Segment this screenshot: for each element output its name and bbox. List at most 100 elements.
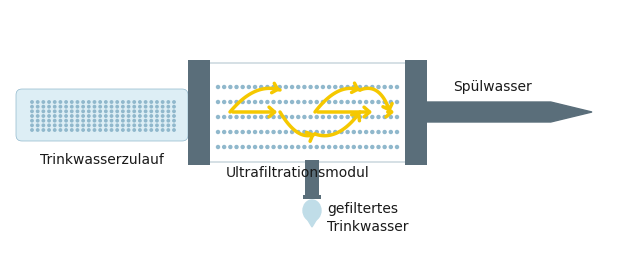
- Circle shape: [54, 101, 56, 103]
- Circle shape: [173, 115, 175, 117]
- Circle shape: [358, 131, 362, 133]
- Circle shape: [133, 115, 135, 117]
- Circle shape: [241, 85, 244, 88]
- Circle shape: [42, 124, 45, 127]
- Circle shape: [346, 116, 349, 119]
- Circle shape: [222, 146, 226, 148]
- Circle shape: [371, 116, 374, 119]
- Circle shape: [110, 129, 113, 131]
- Polygon shape: [427, 102, 592, 122]
- Circle shape: [127, 129, 130, 131]
- Circle shape: [76, 119, 79, 122]
- Circle shape: [156, 119, 158, 122]
- Circle shape: [48, 119, 50, 122]
- Circle shape: [235, 116, 238, 119]
- Circle shape: [116, 101, 118, 103]
- Circle shape: [396, 100, 399, 104]
- Circle shape: [328, 85, 331, 88]
- Circle shape: [144, 115, 147, 117]
- Circle shape: [105, 101, 107, 103]
- Circle shape: [71, 129, 73, 131]
- Circle shape: [71, 115, 73, 117]
- Circle shape: [93, 110, 96, 112]
- Circle shape: [248, 85, 250, 88]
- Circle shape: [352, 100, 355, 104]
- Circle shape: [105, 115, 107, 117]
- Circle shape: [309, 131, 312, 133]
- Circle shape: [358, 146, 362, 148]
- Circle shape: [31, 110, 33, 112]
- Circle shape: [217, 116, 219, 119]
- Circle shape: [235, 85, 238, 88]
- Circle shape: [334, 100, 337, 104]
- Circle shape: [110, 110, 113, 112]
- Circle shape: [48, 129, 50, 131]
- Circle shape: [352, 116, 355, 119]
- Circle shape: [82, 119, 84, 122]
- Circle shape: [235, 146, 238, 148]
- Circle shape: [116, 110, 118, 112]
- Circle shape: [389, 100, 392, 104]
- Circle shape: [315, 116, 318, 119]
- Circle shape: [396, 85, 399, 88]
- Circle shape: [65, 105, 67, 108]
- Circle shape: [334, 146, 337, 148]
- Circle shape: [377, 116, 380, 119]
- Circle shape: [321, 85, 324, 88]
- Circle shape: [358, 116, 362, 119]
- Circle shape: [76, 124, 79, 127]
- Circle shape: [65, 129, 67, 131]
- Circle shape: [315, 85, 318, 88]
- Circle shape: [88, 110, 90, 112]
- Circle shape: [248, 131, 250, 133]
- Circle shape: [334, 85, 337, 88]
- Circle shape: [139, 129, 141, 131]
- Circle shape: [105, 110, 107, 112]
- Circle shape: [31, 119, 33, 122]
- Circle shape: [122, 129, 124, 131]
- Circle shape: [260, 116, 263, 119]
- Circle shape: [377, 131, 380, 133]
- Circle shape: [229, 85, 232, 88]
- Circle shape: [309, 85, 312, 88]
- FancyBboxPatch shape: [208, 63, 407, 162]
- Circle shape: [54, 119, 56, 122]
- Circle shape: [110, 115, 113, 117]
- Circle shape: [161, 105, 164, 108]
- Circle shape: [37, 110, 39, 112]
- Circle shape: [76, 101, 79, 103]
- Circle shape: [328, 146, 331, 148]
- Circle shape: [365, 85, 368, 88]
- Text: Trinkwasserzulauf: Trinkwasserzulauf: [40, 153, 164, 167]
- Circle shape: [217, 146, 219, 148]
- Circle shape: [37, 124, 39, 127]
- Circle shape: [42, 105, 45, 108]
- Circle shape: [303, 85, 306, 88]
- Circle shape: [309, 100, 312, 104]
- Circle shape: [116, 129, 118, 131]
- Circle shape: [253, 131, 256, 133]
- Circle shape: [297, 116, 300, 119]
- Circle shape: [284, 146, 287, 148]
- Circle shape: [217, 100, 219, 104]
- Polygon shape: [304, 213, 320, 227]
- Circle shape: [59, 110, 62, 112]
- Circle shape: [173, 110, 175, 112]
- Circle shape: [272, 116, 275, 119]
- Circle shape: [321, 100, 324, 104]
- Circle shape: [161, 115, 164, 117]
- Circle shape: [340, 85, 343, 88]
- Circle shape: [65, 124, 67, 127]
- Circle shape: [105, 129, 107, 131]
- Circle shape: [352, 85, 355, 88]
- Circle shape: [65, 101, 67, 103]
- Circle shape: [54, 105, 56, 108]
- Circle shape: [59, 119, 62, 122]
- Circle shape: [150, 119, 152, 122]
- Circle shape: [71, 119, 73, 122]
- Circle shape: [241, 100, 244, 104]
- Circle shape: [290, 85, 294, 88]
- Circle shape: [167, 124, 169, 127]
- Circle shape: [93, 115, 96, 117]
- Circle shape: [144, 129, 147, 131]
